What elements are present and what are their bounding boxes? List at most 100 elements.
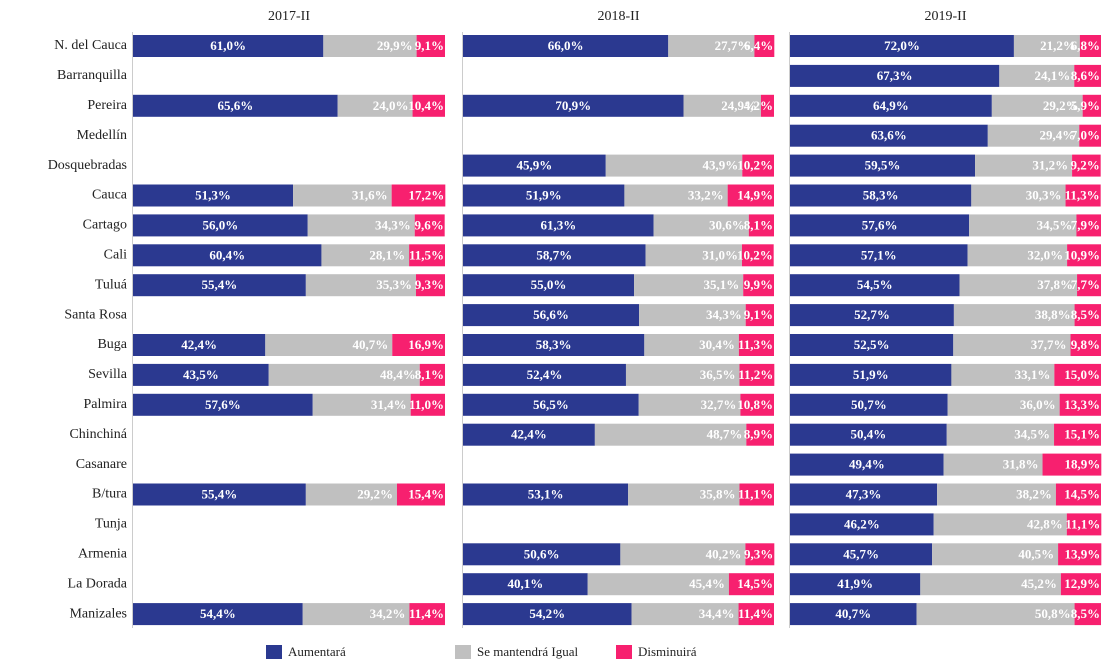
bar-segment: Aumentará bbox=[790, 363, 952, 386]
bar-row: Aumentará60,4% Se mantendrá Igual 28,1% Dis… bbox=[133, 244, 445, 267]
category-label: Medellín bbox=[76, 128, 127, 143]
value-label: 47,3% bbox=[846, 486, 882, 501]
value-label: 9,6% bbox=[414, 217, 443, 232]
bar-segment: Aumentará bbox=[133, 393, 313, 416]
bar-segment: Aumentará bbox=[463, 543, 621, 566]
bar-row: B/turaAumentará53,1%Se mantendrá Igual 35… bbox=[463, 483, 774, 506]
legend-swatch bbox=[266, 645, 282, 659]
value-label: 52,4% bbox=[527, 367, 563, 382]
value-label: 70,9% bbox=[555, 98, 591, 113]
bar-row: ArmeniaAumentará45,7%Se mantendrá Igual 4… bbox=[790, 543, 1102, 566]
bar-row: ArmeniaAumentará50,6%Se mantendrá Igual 4… bbox=[463, 543, 775, 566]
bar-row: ChinchináAumentará50,4%Se mantendrá Igua… bbox=[790, 423, 1101, 446]
bar-segment: Disminuirá bbox=[740, 393, 774, 416]
bar-row: TunjaAumentará46,2%Se mantendrá Igual 42,… bbox=[790, 513, 1102, 536]
value-label: 30,3% bbox=[1026, 187, 1062, 202]
value-label: 54,4% bbox=[200, 606, 236, 621]
value-label: 9,9% bbox=[744, 277, 773, 292]
value-label: 24,0% bbox=[373, 98, 409, 113]
value-label: 40,2% bbox=[706, 546, 742, 561]
bar-segment: Disminuirá bbox=[1067, 244, 1101, 267]
value-label: 11,4% bbox=[409, 606, 444, 621]
category-label: N. del Cauca bbox=[54, 38, 127, 53]
value-label: 11,3% bbox=[1065, 187, 1100, 202]
category-label: Sevilla bbox=[88, 367, 128, 382]
bar-segment: Disminuirá bbox=[1065, 184, 1101, 207]
value-label: 8,5% bbox=[1071, 307, 1100, 322]
value-label: 56,0% bbox=[202, 217, 238, 232]
value-label: 29,2% bbox=[357, 486, 393, 501]
bar-row: TuluáAumentará54,5%Se mantendrá Igual 37,… bbox=[790, 274, 1101, 297]
panel-title: 2018-II bbox=[598, 9, 640, 24]
value-label: 51,9% bbox=[526, 187, 562, 202]
value-label: 11,1% bbox=[1065, 516, 1100, 531]
value-label: 40,7% bbox=[353, 337, 389, 352]
category-label: La Dorada bbox=[68, 576, 128, 591]
bar-segment: Se mantendrá Igual bbox=[307, 214, 415, 237]
category-label: Palmira bbox=[83, 397, 127, 412]
value-label: 31,4% bbox=[371, 397, 407, 412]
value-label: 50,7% bbox=[851, 397, 887, 412]
value-label: 9,3% bbox=[744, 546, 773, 561]
bar-segment: Disminuirá bbox=[739, 363, 775, 386]
value-label: 10,9% bbox=[1064, 247, 1100, 262]
value-label: 37,8% bbox=[1037, 277, 1073, 292]
bar-segment: Disminuirá bbox=[745, 304, 774, 327]
value-label: 52,5% bbox=[854, 337, 890, 352]
value-label: 35,8% bbox=[700, 486, 736, 501]
category-label: Casanare bbox=[76, 457, 127, 472]
bar-segment: Disminuirá bbox=[414, 214, 445, 237]
bar-segment: Se mantendrá Igual bbox=[937, 483, 1056, 506]
value-label: 24,9% bbox=[721, 98, 757, 113]
value-label: 52,7% bbox=[854, 307, 890, 322]
value-label: 38,8% bbox=[1035, 307, 1071, 322]
value-label: 8,1% bbox=[415, 367, 444, 382]
bar-row: ManizalesAumentará40,7%Se mantendrá Igua… bbox=[790, 603, 1101, 626]
bar-segment: Se mantendrá Igual bbox=[953, 304, 1075, 327]
value-label: 50,8% bbox=[1035, 606, 1071, 621]
bar-segment: Disminuirá bbox=[1066, 513, 1102, 536]
bar-row: ChinchináAumentará42,4%Se mantendrá Igua… bbox=[463, 423, 774, 446]
bar-segment: Aumentará bbox=[790, 244, 968, 267]
value-label: 10,8% bbox=[737, 397, 773, 412]
bar-segment: Se mantendrá Igual bbox=[312, 393, 411, 416]
value-label: 29,4% bbox=[1039, 128, 1075, 143]
value-label: 29,2% bbox=[1043, 98, 1079, 113]
bar-segment: Se mantendrá Igual bbox=[969, 214, 1077, 237]
bar-segment: Aumentará bbox=[463, 393, 639, 416]
value-label: 32,0% bbox=[1027, 247, 1063, 262]
bar-segment: Aumentará bbox=[133, 244, 322, 267]
bar-row: SevillaAumentará51,9%Se mantendrá Igual 3… bbox=[790, 363, 1101, 386]
category-label: Cauca bbox=[92, 188, 128, 203]
bar-row: TuluáAumentará55,0%Se mantendrá Igual 35,… bbox=[463, 274, 774, 297]
bar-segment: Aumentará bbox=[463, 154, 606, 177]
bar-segment: Se mantendrá Igual bbox=[971, 184, 1066, 207]
value-label: 14,5% bbox=[1064, 486, 1100, 501]
value-label: 64,9% bbox=[873, 98, 909, 113]
bar-row: PalmiraAumentará56,5%Se mantendrá Igual 3… bbox=[463, 393, 774, 416]
value-label: 49,4% bbox=[849, 457, 885, 472]
category-label: B/tura bbox=[92, 487, 128, 502]
bar-segment: Aumentará bbox=[790, 184, 972, 207]
bar-row: Aumentará57,6% Se mantendrá Igual 31,4%Dis… bbox=[133, 393, 445, 416]
legend-swatch bbox=[455, 645, 471, 659]
bar-row: CaucaAumentará58,3%Se mantendrá Igual 30,… bbox=[790, 184, 1101, 207]
value-label: 12,9% bbox=[1064, 576, 1100, 591]
panel-title: 2019-II bbox=[925, 9, 967, 24]
value-label: 29,9% bbox=[377, 38, 413, 53]
category-label: Armenia bbox=[78, 547, 128, 562]
value-label: 48,4% bbox=[380, 367, 416, 382]
bar-row: N. del CaucaAumentará66,0%Se mantendrá I… bbox=[463, 35, 775, 57]
value-label: 45,4% bbox=[689, 576, 725, 591]
bar-segment: Disminuirá bbox=[1060, 573, 1101, 596]
bar-segment: Aumentará bbox=[790, 94, 992, 117]
bar-row: La DoradaAumentará41,9%Se mantendrá Igua… bbox=[790, 573, 1101, 596]
bar-segment: Disminuirá bbox=[391, 184, 446, 207]
value-label: 53,1% bbox=[528, 486, 564, 501]
value-label: 51,3% bbox=[195, 187, 231, 202]
bar-segment: Se mantendrá Igual bbox=[628, 483, 740, 506]
category-label: Tuluá bbox=[95, 277, 128, 292]
value-label: 32,7% bbox=[701, 397, 737, 412]
value-label: 11,1% bbox=[738, 486, 773, 501]
bar-segment: Se mantendrá Igual bbox=[605, 154, 743, 177]
